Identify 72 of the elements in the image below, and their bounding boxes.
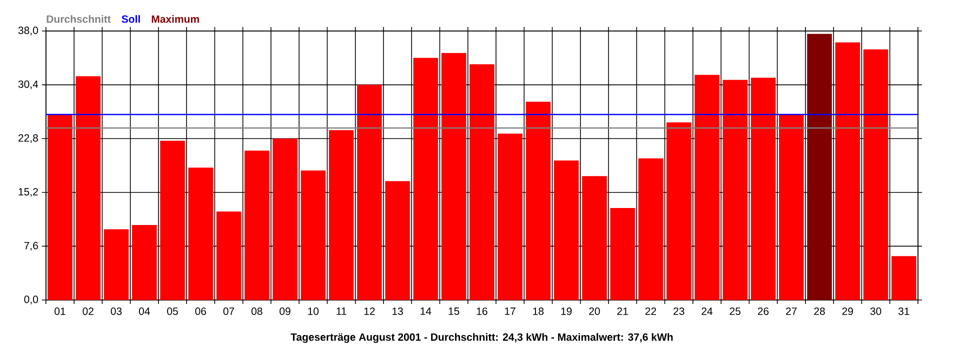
bar — [638, 158, 664, 300]
bar — [160, 140, 185, 300]
x-tick-label: 03 — [110, 308, 122, 315]
x-tick-label: 26 — [758, 308, 769, 315]
x-tick-label: 27 — [786, 308, 797, 315]
bar — [470, 64, 494, 300]
bar — [807, 34, 832, 300]
bar — [357, 84, 382, 300]
x-tick-label: 23 — [674, 308, 684, 315]
x-tick-label: 07 — [223, 308, 234, 315]
y-tick-label: 7,6 — [24, 242, 38, 251]
bar — [750, 78, 776, 300]
x-tick-label: 13 — [392, 308, 403, 315]
bar — [441, 52, 466, 300]
x-tick-label: 18 — [533, 308, 544, 315]
x-tick-label: 31 — [898, 308, 910, 315]
bar — [328, 130, 354, 300]
bar — [778, 114, 804, 300]
bar — [554, 160, 579, 300]
x-tick-label: 05 — [167, 308, 178, 315]
x-tick-label: 08 — [251, 308, 262, 315]
y-tick-label: 0,0 — [24, 296, 38, 304]
x-tick-label: 11 — [336, 308, 346, 315]
bar — [300, 170, 326, 300]
bar — [216, 212, 242, 300]
x-tick-label: 14 — [420, 308, 432, 315]
x-tick-label: 30 — [870, 308, 882, 315]
x-axis-title: Tageserträge August 2001 - Durchschnitt: 24,3 kWh - Maximalwert: 37,6 kWh — [290, 333, 673, 343]
bar — [498, 134, 522, 300]
bar — [132, 224, 157, 300]
x-tick-label: 21 — [617, 308, 628, 315]
x-tick-label: 12 — [364, 308, 375, 315]
x-tick-label: 22 — [645, 308, 656, 315]
bar — [188, 168, 214, 300]
bar — [48, 114, 72, 300]
bar — [385, 181, 410, 300]
bar — [413, 58, 438, 300]
bar — [582, 176, 607, 300]
bar — [272, 138, 298, 300]
bar — [244, 150, 270, 300]
bar — [610, 208, 635, 300]
y-tick-label: 30,4 — [18, 80, 38, 90]
bar — [76, 76, 101, 300]
y-tick-label: 22,8 — [18, 134, 38, 143]
ref-line-label: Soll — [122, 15, 140, 23]
bar — [863, 49, 888, 300]
bar — [722, 80, 748, 300]
x-tick-label: 02 — [82, 308, 94, 315]
bar — [666, 122, 692, 300]
x-tick-label: 04 — [138, 308, 150, 315]
bar — [526, 102, 551, 300]
x-tick-label: 06 — [195, 308, 206, 315]
x-tick-label: 01 — [54, 308, 66, 315]
bar — [104, 229, 129, 300]
x-tick-label: 10 — [308, 308, 319, 315]
x-tick-label: 17 — [505, 308, 516, 315]
x-tick-label: 29 — [842, 308, 853, 315]
x-tick-label: 25 — [730, 308, 740, 315]
bar — [694, 74, 720, 300]
bar — [892, 256, 916, 300]
ref-line-label: Durchschnitt — [46, 15, 111, 23]
x-tick-label: 24 — [702, 308, 712, 315]
x-tick-label: 28 — [814, 308, 825, 315]
y-tick-label: 38,0 — [18, 26, 38, 36]
bar — [835, 42, 860, 300]
x-tick-label: 19 — [561, 308, 572, 315]
x-tick-label: 16 — [476, 308, 488, 315]
text: Maximum — [152, 15, 199, 23]
x-tick-label: 15 — [448, 308, 460, 315]
y-tick-label: 15,2 — [18, 188, 38, 197]
x-tick-label: 20 — [589, 308, 600, 315]
x-tick-label: 09 — [280, 308, 290, 315]
